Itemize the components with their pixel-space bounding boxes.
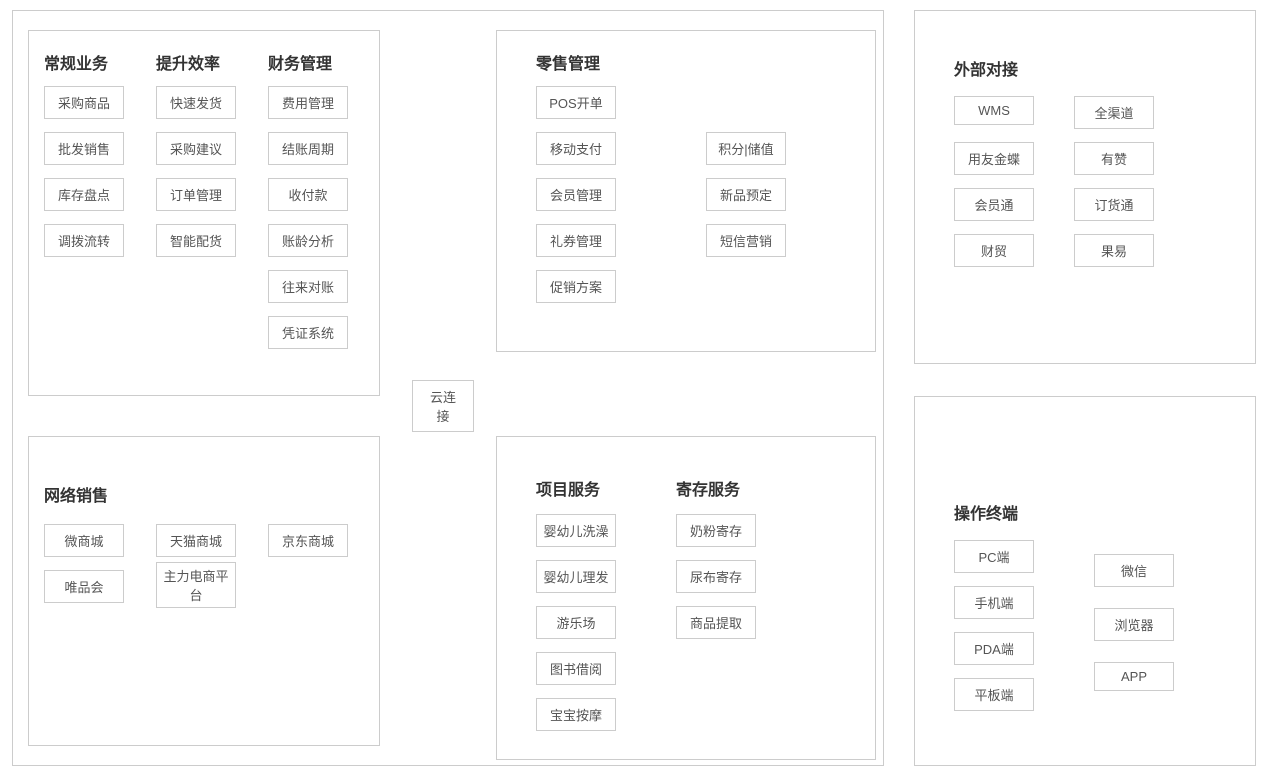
box-item: 智能配货 (156, 224, 236, 257)
section-title: 零售管理 (536, 50, 600, 74)
box-item: 主力电商平台 (156, 562, 236, 608)
box-item: 账龄分析 (268, 224, 348, 257)
box-item: PDA端 (954, 632, 1034, 665)
box-item: 采购建议 (156, 132, 236, 165)
box-item: 微信 (1094, 554, 1174, 587)
box-item: 库存盘点 (44, 178, 124, 211)
box-item: APP (1094, 662, 1174, 691)
box-item: 往来对账 (268, 270, 348, 303)
box-item: POS开单 (536, 86, 616, 119)
section-title: 操作终端 (954, 500, 1018, 524)
box-item: 京东商城 (268, 524, 348, 557)
box-item: 宝宝按摩 (536, 698, 616, 731)
box-item: 礼券管理 (536, 224, 616, 257)
section-title: 常规业务 (44, 50, 108, 74)
box-item: 积分|储值 (706, 132, 786, 165)
box-item: 移动支付 (536, 132, 616, 165)
box-item: 促销方案 (536, 270, 616, 303)
box-item: 全渠道 (1074, 96, 1154, 129)
box-item: 微商城 (44, 524, 124, 557)
box-item: 平板端 (954, 678, 1034, 711)
box-item: 唯品会 (44, 570, 124, 603)
box-item: 快速发货 (156, 86, 236, 119)
box-item: 奶粉寄存 (676, 514, 756, 547)
box-item: 用友金蝶 (954, 142, 1034, 175)
box-item: 会员管理 (536, 178, 616, 211)
box-item: 批发销售 (44, 132, 124, 165)
hub-cloud-connect: 云连接 (412, 380, 474, 432)
box-item: 尿布寄存 (676, 560, 756, 593)
box-item: 订货通 (1074, 188, 1154, 221)
box-item: PC端 (954, 540, 1034, 573)
section-title: 提升效率 (156, 50, 220, 74)
box-item: 费用管理 (268, 86, 348, 119)
box-item: 结账周期 (268, 132, 348, 165)
box-item: 凭证系统 (268, 316, 348, 349)
box-item: 图书借阅 (536, 652, 616, 685)
box-item: 游乐场 (536, 606, 616, 639)
box-item: 财贸 (954, 234, 1034, 267)
box-item: 订单管理 (156, 178, 236, 211)
box-item: 浏览器 (1094, 608, 1174, 641)
box-item: 商品提取 (676, 606, 756, 639)
hub-label: 云连接 (430, 390, 456, 424)
box-item: 果易 (1074, 234, 1154, 267)
section-title: 外部对接 (954, 56, 1018, 80)
box-item: 天猫商城 (156, 524, 236, 557)
section-title: 网络销售 (44, 482, 108, 506)
box-item: 有赞 (1074, 142, 1154, 175)
section-title: 寄存服务 (676, 476, 740, 500)
box-item: 调拨流转 (44, 224, 124, 257)
box-item: 短信营销 (706, 224, 786, 257)
section-title: 财务管理 (268, 50, 332, 74)
box-item: 手机端 (954, 586, 1034, 619)
box-item: 收付款 (268, 178, 348, 211)
box-item: 新品预定 (706, 178, 786, 211)
box-item: 采购商品 (44, 86, 124, 119)
box-item: 婴幼儿洗澡 (536, 514, 616, 547)
box-item: WMS (954, 96, 1034, 125)
section-title: 项目服务 (536, 476, 600, 500)
box-item: 婴幼儿理发 (536, 560, 616, 593)
box-item: 会员通 (954, 188, 1034, 221)
